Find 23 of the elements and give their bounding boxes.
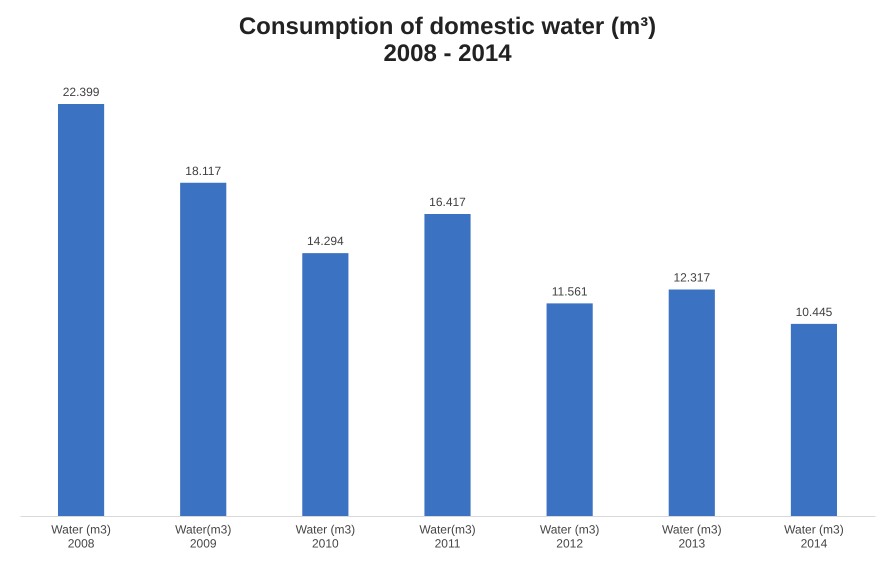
bar: [180, 182, 226, 516]
x-tick-label: Water (m3) 2014: [784, 522, 844, 550]
bar: [790, 324, 838, 516]
chart-title: Consumption of domestic water (m³): [238, 13, 656, 40]
bar: [546, 303, 593, 516]
x-tick-label: Water (m3) 2010: [296, 522, 356, 550]
data-label: 10.445: [796, 304, 833, 319]
data-label: 14.294: [307, 234, 344, 248]
chart-subtitle: 2008 - 2014: [383, 40, 512, 67]
data-label: 18.117: [185, 164, 222, 178]
bar: [58, 104, 104, 516]
bar: [668, 289, 715, 516]
data-label: 12.317: [673, 270, 710, 284]
x-tick-label: Water (m3) 2008: [51, 522, 111, 550]
bar: [424, 214, 471, 516]
x-tick-label: Water (m3) 2012: [540, 522, 600, 550]
data-label: 11.561: [552, 284, 588, 298]
bar: [302, 253, 348, 516]
x-tick-label: Water(m3) 2009: [175, 522, 232, 550]
data-label: 22.399: [62, 85, 100, 99]
x-tick-label: Water (m3) 2013: [662, 522, 722, 550]
data-label: 16.417: [429, 195, 466, 210]
x-tick-label: Water(m3) 2011: [419, 522, 476, 550]
